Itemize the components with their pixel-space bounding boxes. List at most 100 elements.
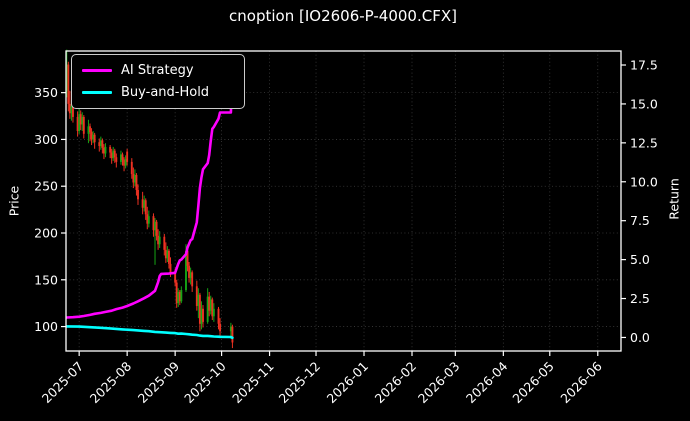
candle-body	[219, 323, 221, 332]
price-tick-label: 150	[34, 272, 58, 287]
series-line-buy-and-hold	[65, 325, 234, 340]
candle-body	[174, 272, 177, 283]
candle-body	[115, 157, 118, 162]
candle-body	[68, 103, 71, 114]
candle-body	[209, 299, 212, 311]
candle-body	[211, 299, 214, 317]
candle-body	[195, 286, 198, 306]
grid	[66, 51, 621, 351]
candle-body	[98, 142, 101, 146]
legend-item-buy-and-hold: Buy-and-Hold	[82, 85, 234, 100]
candle-body	[169, 263, 172, 273]
candle-body	[164, 249, 167, 259]
candle-body	[90, 131, 93, 140]
candle-body	[113, 150, 116, 158]
candle-body	[229, 326, 232, 332]
candle-body	[76, 116, 79, 132]
candle-body	[143, 200, 146, 208]
candle-body	[70, 105, 73, 114]
candle-body	[200, 308, 203, 324]
candle-body	[155, 221, 158, 236]
candle-body	[191, 272, 194, 287]
candle-body	[78, 114, 81, 132]
candle-body	[124, 159, 127, 166]
legend-item-ai-strategy: AI Strategy	[82, 63, 234, 78]
price-tick-label: 250	[34, 179, 58, 194]
ai-strategy-line-swatch	[82, 68, 112, 73]
candle-body	[120, 154, 122, 162]
candle-body	[82, 116, 85, 134]
date-tick-label: 2026-01	[324, 359, 372, 407]
candle-body	[132, 174, 135, 183]
price-tick-label: 300	[34, 132, 58, 147]
date-tick-label: 2025-10	[181, 358, 229, 406]
candle-body	[198, 294, 201, 324]
date-tick-label: 2026-05	[509, 359, 557, 407]
date-tick-label: 2025-07	[39, 359, 87, 407]
return-tick-label: 15.0	[630, 96, 658, 111]
candle-body	[178, 291, 181, 302]
candle-body	[102, 147, 105, 154]
return-tick-label: 17.5	[630, 58, 658, 73]
candle-body	[157, 235, 160, 245]
candle-body	[81, 116, 84, 125]
price-axis-label: Price	[6, 185, 22, 217]
candle-body	[112, 150, 115, 159]
date-tick-label: 2025-09	[135, 358, 183, 406]
date-tick-label: 2026-06	[557, 358, 605, 406]
candle-body	[133, 174, 136, 183]
candle-body	[202, 308, 204, 322]
return-tick-label: 2.5	[630, 291, 650, 306]
legend-label-buy-and-hold: Buy-and-Hold	[121, 85, 210, 100]
candle-body	[93, 134, 96, 143]
candle-body	[130, 161, 133, 175]
return-tick-label: 7.5	[630, 213, 650, 228]
candle-body	[87, 126, 90, 134]
candle-body	[79, 114, 82, 125]
candle-body	[188, 265, 191, 278]
candle-body	[189, 272, 192, 278]
candle-body	[186, 250, 189, 266]
date-tick-label: 2025-11	[229, 359, 277, 407]
candle-body	[147, 216, 150, 224]
candle-body	[163, 236, 166, 250]
buy-and-hold-line-swatch	[82, 90, 112, 95]
candle-body	[144, 200, 147, 215]
candle-body	[185, 250, 187, 291]
candle-body	[137, 189, 139, 200]
candle-body	[197, 294, 200, 306]
candle-body	[121, 154, 124, 161]
date-tick-label: 2025-12	[276, 359, 324, 407]
candle-body	[99, 140, 102, 146]
candle-body	[217, 308, 220, 324]
price-tick-label: 100	[34, 319, 58, 334]
candle-body	[167, 250, 170, 264]
plot-border	[65, 50, 622, 352]
return-tick-label: 0.0	[630, 330, 650, 345]
chart-title: cnoption [IO2606-P-4000.CFX]	[229, 7, 457, 25]
legend: AI Strategy Buy-and-Hold	[71, 54, 245, 109]
candle-body	[166, 250, 169, 259]
legend-label-ai-strategy: AI Strategy	[121, 63, 194, 78]
date-tick-label: 2026-02	[372, 359, 420, 407]
candle-body	[141, 199, 144, 208]
candlestick-series	[65, 49, 234, 349]
candle-body	[177, 291, 180, 304]
candle-body	[231, 326, 234, 343]
candle-body	[206, 296, 209, 322]
candle-body	[208, 296, 211, 311]
candle-body	[158, 236, 161, 245]
candle-body	[109, 146, 112, 153]
return-tick-label: 12.5	[630, 135, 658, 150]
candle-body	[92, 134, 95, 140]
candle-body	[126, 151, 129, 162]
candle-body	[123, 160, 126, 166]
date-tick-label: 2025-08	[87, 358, 135, 406]
candle-body	[89, 126, 91, 132]
candle-body	[146, 214, 149, 224]
date-tick-label: 2026-03	[415, 359, 463, 407]
candle-body	[65, 64, 68, 91]
candle-body	[152, 216, 155, 231]
